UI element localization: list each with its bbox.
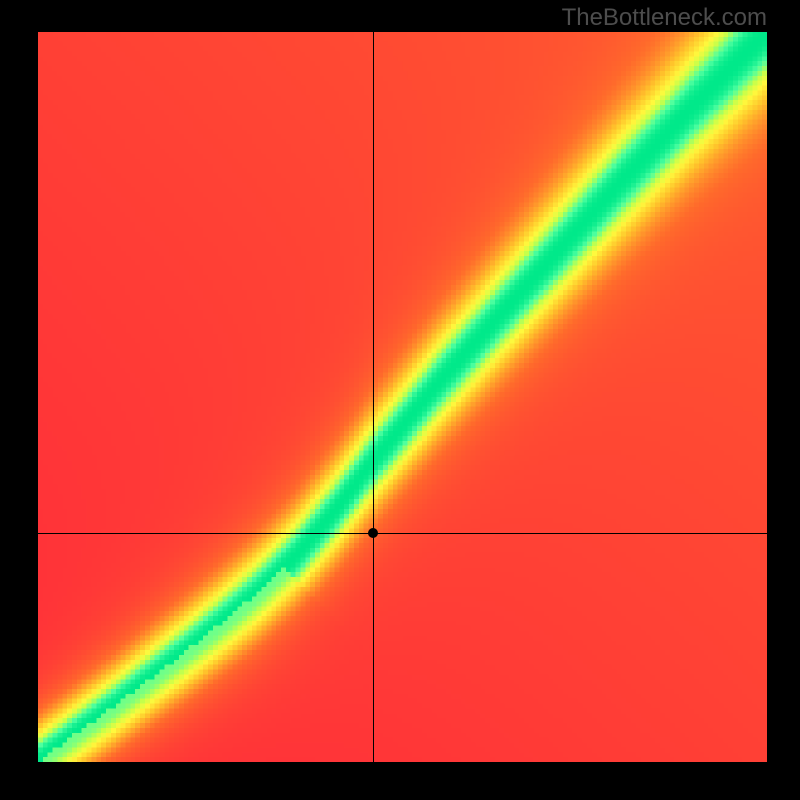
crosshair-vertical-line <box>373 32 374 762</box>
crosshair-marker-dot <box>368 528 378 538</box>
bottleneck-heatmap <box>38 32 767 762</box>
crosshair-horizontal-line <box>38 533 767 534</box>
watermark-text: TheBottleneck.com <box>562 4 767 32</box>
